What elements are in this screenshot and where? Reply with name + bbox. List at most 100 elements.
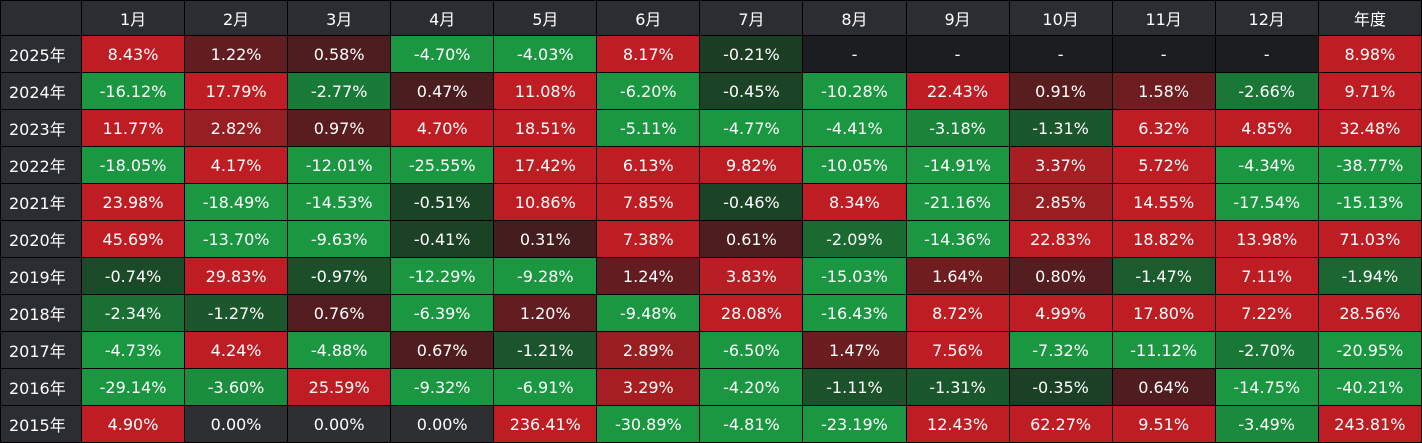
monthly-return-cell: 22.83% — [1008, 220, 1113, 258]
monthly-return-cell: 22.43% — [905, 72, 1010, 110]
monthly-return-cell: 1.64% — [905, 257, 1010, 295]
monthly-return-cell: -14.36% — [905, 220, 1010, 258]
monthly-return-cell: -4.73% — [80, 331, 186, 369]
monthly-return-cell: 236.41% — [493, 405, 598, 443]
monthly-return-cell: 11.77% — [80, 109, 186, 147]
monthly-return-cell: 17.79% — [184, 72, 289, 110]
monthly-return-cell: 17.42% — [493, 146, 598, 184]
monthly-return-cell: -17.54% — [1214, 183, 1319, 221]
monthly-return-cell: -2.66% — [1214, 72, 1319, 110]
column-header: 8月 — [802, 0, 907, 36]
monthly-return-cell: 7.22% — [1214, 294, 1319, 332]
table-row: 2023年 11.77% 2.82% 0.97% 4.70% 18.51% -5.11% -4… — [0, 109, 1422, 147]
monthly-return-cell: 8.17% — [596, 35, 701, 73]
monthly-return-cell: 29.83% — [184, 257, 289, 295]
column-header: 12月 — [1214, 0, 1319, 36]
monthly-return-cell: 4.17% — [184, 146, 289, 184]
column-header: 2月 — [184, 0, 289, 36]
monthly-return-cell: -10.05% — [802, 146, 907, 184]
monthly-return-cell: -1.27% — [184, 294, 289, 332]
column-header: 10月 — [1008, 0, 1113, 36]
table-row: 2016年 -29.14% -3.60% 25.59% -9.32% -6.91% 3.29… — [0, 368, 1422, 406]
table-row: 2024年 -16.12% 17.79% -2.77% 0.47% 11.08% -6.20… — [0, 72, 1422, 110]
monthly-return-cell: 17.80% — [1111, 294, 1216, 332]
row-year-label: 2019年 — [0, 257, 82, 295]
monthly-return-cell: -18.05% — [80, 146, 186, 184]
column-header: 1月 — [80, 0, 186, 36]
monthly-return-cell: -10.28% — [802, 72, 907, 110]
monthly-return-cell: 0.64% — [1111, 368, 1216, 406]
monthly-return-cell: 13.98% — [1214, 220, 1319, 258]
monthly-return-cell: -2.09% — [802, 220, 907, 258]
monthly-return-cell: 1.58% — [1111, 72, 1216, 110]
monthly-return-cell: 0.00% — [390, 405, 495, 443]
monthly-return-cell: -7.32% — [1008, 331, 1113, 369]
monthly-return-cell: 45.69% — [80, 220, 186, 258]
monthly-return-cell: -9.32% — [390, 368, 495, 406]
column-header: 年度 — [1317, 0, 1422, 36]
monthly-return-cell: -18.49% — [184, 183, 289, 221]
monthly-return-cell: -4.03% — [493, 35, 598, 73]
monthly-return-cell: 9.82% — [699, 146, 804, 184]
monthly-return-cell: -14.53% — [287, 183, 392, 221]
column-header: 4月 — [390, 0, 495, 36]
column-header: 7月 — [699, 0, 804, 36]
table-row: 2025年 8.43% 1.22% 0.58% -4.70% -4.03% 8.17% -0.… — [0, 35, 1422, 73]
monthly-return-cell: -2.70% — [1214, 331, 1319, 369]
monthly-return-cell: 1.24% — [596, 257, 701, 295]
monthly-return-cell: -4.77% — [699, 109, 804, 147]
monthly-return-cell: -12.01% — [287, 146, 392, 184]
monthly-return-cell: -1.47% — [1111, 257, 1216, 295]
monthly-return-cell: - — [802, 35, 907, 73]
monthly-return-cell: -3.60% — [184, 368, 289, 406]
monthly-return-cell: 0.76% — [287, 294, 392, 332]
monthly-return-cell: 7.56% — [905, 331, 1010, 369]
table-row: 2018年 -2.34% -1.27% 0.76% -6.39% 1.20% -9.48% 2… — [0, 294, 1422, 332]
monthly-return-cell: 2.82% — [184, 109, 289, 147]
monthly-return-cell: -0.45% — [699, 72, 804, 110]
monthly-return-cell: -4.88% — [287, 331, 392, 369]
annual-return-cell: 32.48% — [1317, 109, 1422, 147]
column-header: 9月 — [905, 0, 1010, 36]
table-row: 2015年 4.90% 0.00% 0.00% 0.00% 236.41% -30.89% -… — [0, 405, 1422, 443]
monthly-return-cell: -9.63% — [287, 220, 392, 258]
monthly-return-cell: 6.13% — [596, 146, 701, 184]
monthly-return-cell: -1.11% — [802, 368, 907, 406]
monthly-return-cell: 3.29% — [596, 368, 701, 406]
monthly-return-cell: 12.43% — [905, 405, 1010, 443]
annual-return-cell: -20.95% — [1317, 331, 1422, 369]
monthly-return-cell: 0.31% — [493, 220, 598, 258]
annual-return-cell: -1.94% — [1317, 257, 1422, 295]
monthly-return-cell: -16.43% — [802, 294, 907, 332]
monthly-return-cell: 0.91% — [1008, 72, 1113, 110]
monthly-return-cell: -13.70% — [184, 220, 289, 258]
monthly-return-cell: 3.37% — [1008, 146, 1113, 184]
row-year-label: 2025年 — [0, 35, 82, 73]
monthly-return-cell: 4.90% — [80, 405, 186, 443]
monthly-return-cell: -0.74% — [80, 257, 186, 295]
annual-return-cell: 8.98% — [1317, 35, 1422, 73]
monthly-return-cell: 0.97% — [287, 109, 392, 147]
row-year-label: 2024年 — [0, 72, 82, 110]
monthly-return-cell: -4.34% — [1214, 146, 1319, 184]
monthly-return-cell: -6.91% — [493, 368, 598, 406]
monthly-return-cell: 0.67% — [390, 331, 495, 369]
monthly-return-cell: -2.34% — [80, 294, 186, 332]
monthly-return-cell: 8.43% — [80, 35, 186, 73]
monthly-return-cell: - — [1111, 35, 1216, 73]
monthly-return-cell: 4.70% — [390, 109, 495, 147]
monthly-return-cell: 7.85% — [596, 183, 701, 221]
monthly-return-cell: -4.70% — [390, 35, 495, 73]
row-year-label: 2023年 — [0, 109, 82, 147]
monthly-return-cell: 4.99% — [1008, 294, 1113, 332]
monthly-return-cell: 2.89% — [596, 331, 701, 369]
monthly-return-cell: -1.31% — [1008, 109, 1113, 147]
monthly-return-cell: -25.55% — [390, 146, 495, 184]
monthly-return-cell: -5.11% — [596, 109, 701, 147]
monthly-return-cell: - — [1008, 35, 1113, 73]
row-year-label: 2017年 — [0, 331, 82, 369]
monthly-return-cell: -14.91% — [905, 146, 1010, 184]
monthly-return-cell: 3.83% — [699, 257, 804, 295]
monthly-return-cell: 0.00% — [184, 405, 289, 443]
monthly-return-cell: 7.11% — [1214, 257, 1319, 295]
